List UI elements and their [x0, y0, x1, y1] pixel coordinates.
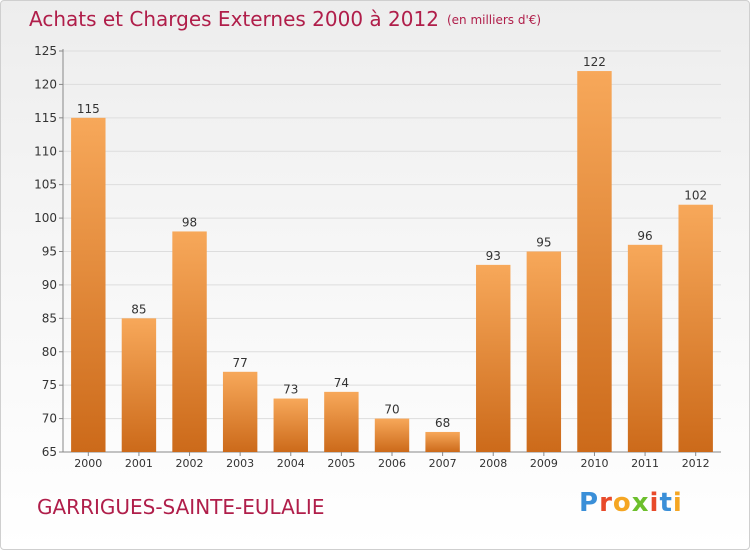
chart-subtitle: (en milliers d'€): [446, 13, 542, 27]
bar: [577, 71, 612, 453]
bar-value-label: 68: [435, 416, 450, 430]
x-tick-label: 2009: [530, 457, 558, 470]
logo-letter: x: [631, 488, 650, 518]
commune-name: GARRIGUES-SAINTE-EULALIE: [37, 495, 325, 519]
logo-letter: P: [579, 488, 600, 518]
y-tick-label: 115: [34, 111, 57, 125]
bar: [71, 117, 106, 452]
x-tick-label: 2002: [176, 457, 204, 470]
bar: [476, 264, 511, 452]
bar-value-label: 74: [334, 376, 349, 390]
x-tick-label: 2004: [277, 457, 305, 470]
y-tick-label: 80: [42, 345, 57, 359]
x-tick-label: 2000: [74, 457, 102, 470]
x-tick-label: 2012: [682, 457, 710, 470]
bar-value-label: 70: [384, 403, 399, 417]
x-tick-label: 2010: [580, 457, 608, 470]
bar: [273, 398, 308, 452]
bar-value-label: 115: [77, 102, 100, 116]
bar: [324, 391, 359, 452]
logo-letter: t: [659, 488, 673, 518]
logo-letter: r: [599, 488, 613, 518]
bar-value-label: 93: [486, 249, 501, 263]
bar-value-label: 95: [536, 236, 551, 250]
bar-value-label: 98: [182, 215, 197, 229]
bar: [678, 204, 713, 452]
y-tick-label: 85: [42, 311, 57, 325]
bar: [374, 418, 410, 452]
y-tick-label: 70: [42, 412, 57, 426]
x-tick-label: 2007: [429, 457, 457, 470]
x-tick-label: 2006: [378, 457, 406, 470]
x-tick-label: 2001: [125, 457, 153, 470]
proxiti-logo: Proxiti: [579, 488, 683, 518]
y-tick-label: 75: [42, 378, 57, 392]
bar-value-label: 73: [283, 383, 298, 397]
bar: [222, 371, 258, 452]
chart-title-text: Achats et Charges Externes 2000 à 2012: [29, 7, 439, 31]
y-tick-label: 95: [42, 245, 57, 259]
logo-letter: i: [672, 488, 683, 518]
logo-letter: i: [649, 488, 660, 518]
bar: [627, 244, 663, 452]
x-tick-label: 2005: [327, 457, 355, 470]
y-tick-label: 65: [42, 445, 57, 459]
bar: [121, 318, 157, 452]
bar-value-label: 96: [637, 229, 652, 243]
bar: [425, 431, 460, 452]
logo-letter: o: [612, 488, 632, 518]
x-tick-label: 2003: [226, 457, 254, 470]
y-tick-label: 120: [34, 77, 57, 91]
y-tick-label: 125: [34, 44, 57, 58]
bar-value-label: 102: [684, 189, 707, 203]
bar: [172, 231, 207, 452]
y-tick-label: 105: [34, 178, 57, 192]
chart-title: Achats et Charges Externes 2000 à 2012 (e…: [29, 7, 541, 31]
y-tick-label: 90: [42, 278, 57, 292]
y-tick-label: 110: [34, 144, 57, 158]
bar: [526, 251, 562, 452]
bar-value-label: 122: [583, 55, 606, 69]
x-tick-label: 2008: [479, 457, 507, 470]
bar-value-label: 85: [131, 302, 146, 316]
bar-value-label: 77: [233, 356, 248, 370]
x-tick-label: 2011: [631, 457, 659, 470]
y-tick-label: 100: [34, 211, 57, 225]
